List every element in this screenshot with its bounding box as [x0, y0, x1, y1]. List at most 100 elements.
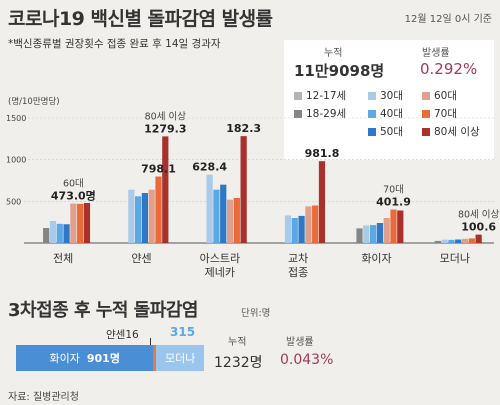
janssen-bar	[153, 345, 157, 371]
y-axis-label: (명/10만명당)	[8, 97, 60, 107]
data-label: 1279.3	[144, 122, 186, 135]
bar	[318, 161, 326, 243]
bar	[468, 238, 475, 243]
booster-rate-label: 발생률	[286, 337, 314, 348]
data-label: 182.3	[226, 122, 261, 135]
bar	[226, 199, 234, 243]
legend-item: 12-17세	[294, 88, 346, 103]
bar	[383, 218, 390, 243]
data-label: 798.1	[141, 162, 176, 175]
bar	[376, 223, 383, 243]
unit-label: 단위:명	[241, 308, 271, 319]
bar	[441, 239, 448, 243]
cum-label: 누적	[324, 48, 343, 59]
legend-item: 30대	[368, 88, 403, 103]
legend-swatch	[422, 109, 430, 118]
data-label-sub: 80세 이상	[145, 111, 187, 122]
legend-label: 40대	[380, 108, 404, 120]
bar	[356, 228, 363, 243]
data-label: 981.8	[305, 147, 340, 160]
pfizer-bar: 화이자 901명	[16, 345, 154, 371]
legend-label: 80세 이상	[434, 126, 480, 138]
data-label: 473.0명	[51, 189, 96, 203]
bar	[461, 238, 469, 243]
legend-swatch	[422, 91, 430, 100]
legend-swatch	[368, 91, 376, 100]
y-tick-label: 1000	[6, 156, 26, 165]
legend-item: 70대	[422, 106, 457, 121]
bar	[63, 224, 70, 243]
data-label-sub: 70대	[383, 185, 404, 196]
bar	[56, 223, 63, 243]
legend-item: 18-29세	[294, 106, 346, 121]
data-label-sub: 60대	[63, 179, 84, 190]
bar	[475, 234, 482, 243]
bar	[70, 203, 77, 243]
legend-swatch	[422, 127, 430, 136]
legend-label: 50대	[380, 126, 404, 138]
summary-legend-box: 누적 발생률 11만9098명 0.292% 12-17세 30대 60대 18…	[284, 40, 494, 160]
cum-value: 11만9098명	[294, 62, 385, 80]
source-label: 자료: 질병관리청	[8, 392, 79, 403]
moderna-label: 모더나	[165, 352, 196, 365]
bar	[162, 136, 169, 243]
page-title: 코로나19 백신별 돌파감염 발생률	[8, 8, 273, 30]
bar	[455, 239, 462, 243]
bar	[298, 215, 305, 243]
bar	[49, 220, 57, 243]
rate-label: 발생률	[422, 48, 450, 59]
bar	[370, 225, 377, 243]
legend-swatch	[294, 91, 302, 100]
bar	[83, 203, 91, 243]
x-tick-label: 화이자	[361, 252, 391, 265]
x-tick-label: 아스트라	[200, 252, 240, 265]
data-label: 100.6	[461, 221, 496, 234]
bar	[448, 239, 455, 243]
bar	[434, 240, 441, 243]
x-tick-label: 제네카	[205, 266, 235, 279]
bar	[135, 196, 142, 243]
rate-value: 0.292%	[420, 60, 478, 78]
legend-swatch	[368, 127, 376, 136]
bar	[305, 206, 312, 243]
x-tick-label: 모더나	[440, 252, 470, 265]
total-label: 누적	[228, 337, 247, 348]
moderna-bar: 모더나	[156, 345, 204, 371]
legend-label: 60대	[434, 90, 458, 102]
bar	[397, 210, 404, 243]
data-label: 401.9	[376, 196, 411, 209]
footnote: *백신종류별 권장횟수 접종 완료 후 14일 경과자	[8, 38, 221, 50]
legend-label: 70대	[434, 108, 458, 120]
pfizer-label: 화이자	[49, 352, 80, 365]
y-tick-label: 1500	[6, 114, 26, 123]
legend-swatch	[294, 109, 302, 118]
bar	[77, 203, 84, 243]
x-tick-label: 접종	[288, 266, 308, 279]
legend-label: 30대	[380, 90, 404, 102]
legend-item: 50대	[368, 124, 403, 139]
bar	[291, 218, 298, 243]
legend-item: 80세 이상	[422, 124, 480, 139]
bar	[240, 136, 247, 243]
total-value: 1232명	[214, 355, 263, 371]
janssen-label: 얀센16	[106, 329, 139, 341]
bar	[43, 228, 50, 243]
bar	[128, 189, 135, 243]
legend-label: 18-29세	[306, 108, 347, 120]
legend-swatch	[368, 109, 376, 118]
bar	[141, 193, 148, 243]
bar	[148, 189, 155, 243]
y-tick-label: 500	[6, 197, 21, 206]
moderna-value: 315	[170, 325, 196, 339]
x-tick-label: 전체	[53, 252, 73, 265]
booster-title: 3차접종 후 누적 돌파감염	[8, 300, 198, 321]
janssen-leader-line	[150, 338, 151, 346]
legend-item: 40대	[368, 106, 403, 121]
bar	[213, 189, 220, 243]
bar	[284, 215, 292, 243]
data-label: 628.4	[192, 161, 227, 174]
x-tick-label: 교차	[288, 252, 308, 265]
pfizer-value: 901명	[86, 352, 120, 365]
bar	[233, 198, 240, 243]
